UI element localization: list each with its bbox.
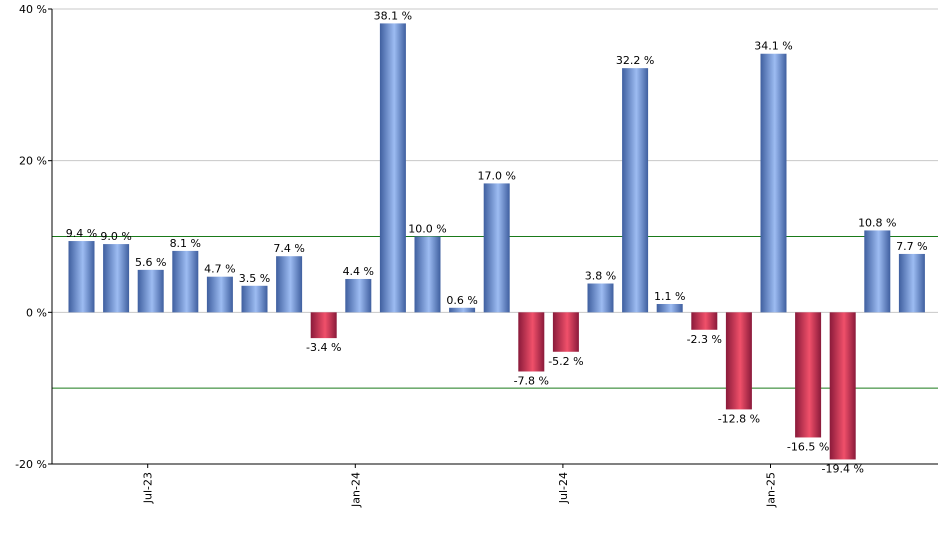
bar xyxy=(518,312,545,372)
bar xyxy=(864,230,891,313)
bar-value-label: -3.4 % xyxy=(306,341,341,354)
bar-labels: 9.4 % 9.0 % 5.6 % 8.1 %4.7 % 3.5 % 7.4 % -3.4 … xyxy=(66,9,928,475)
bar-value-label: 38.1 % xyxy=(374,9,412,22)
bar xyxy=(310,312,337,339)
bar-value-label: 3.5 % xyxy=(239,272,270,285)
bar-value-label: 7.7 % xyxy=(896,240,927,253)
bar xyxy=(725,312,752,410)
bar xyxy=(103,244,130,313)
bar-value-label: -12.8 % xyxy=(718,412,760,425)
y-tick-label: 20 % xyxy=(19,155,47,168)
bar-value-label: 0.6 % xyxy=(446,294,477,307)
bar-value-label: -19.4 % xyxy=(821,462,863,475)
bars xyxy=(68,23,925,460)
bar-value-label: 9.4 % xyxy=(66,227,97,240)
bar xyxy=(656,303,683,313)
x-tick-label: Jan-25 xyxy=(765,472,778,508)
bar-value-label: 4.4 % xyxy=(343,265,374,278)
bar-value-label: 34.1 % xyxy=(754,40,792,53)
x-tick-label: Jul-23 xyxy=(142,472,155,504)
x-tick-label: Jul-24 xyxy=(557,472,570,504)
bar xyxy=(691,312,718,330)
bar xyxy=(449,307,476,313)
bar-value-label: -7.8 % xyxy=(514,374,549,387)
bar xyxy=(622,68,649,313)
bar xyxy=(795,312,822,438)
y-tick-label: 40 % xyxy=(19,3,47,16)
bar xyxy=(552,312,579,352)
bar-value-label: -16.5 % xyxy=(787,440,829,453)
bar xyxy=(241,285,268,313)
y-tick-label: 0 % xyxy=(26,306,47,319)
bar-value-label: 8.1 % xyxy=(170,237,201,250)
bar-value-label: -2.3 % xyxy=(687,333,722,346)
bar-value-label: -5.2 % xyxy=(548,355,583,368)
axes: -20 % 0 % 20 % 40 % Jul-23 Jan-24 Jul-24 Jan-25 xyxy=(15,3,938,508)
bar xyxy=(587,283,614,313)
bar-value-label: 10.0 % xyxy=(408,223,446,236)
bar xyxy=(68,241,95,313)
bar xyxy=(276,256,303,313)
bar-value-label: 32.2 % xyxy=(616,54,654,67)
bar xyxy=(345,278,372,313)
bar-value-label: 4.7 % xyxy=(204,263,235,276)
bar xyxy=(898,253,925,313)
x-tick-label: Jan-24 xyxy=(349,472,362,508)
bar-value-label: 5.6 % xyxy=(135,256,166,269)
bar-value-label: 7.4 % xyxy=(273,242,304,255)
bar xyxy=(206,276,233,313)
bar-value-label: 9.0 % xyxy=(100,230,131,243)
bar xyxy=(379,23,406,313)
bar-value-label: 17.0 % xyxy=(477,169,515,182)
bar-value-label: 10.8 % xyxy=(858,216,896,229)
bar xyxy=(172,250,199,313)
y-tick-label: -20 % xyxy=(15,458,47,471)
bar-value-label: 3.8 % xyxy=(585,270,616,283)
bar xyxy=(414,236,441,313)
bar-value-label: 1.1 % xyxy=(654,290,685,303)
bar xyxy=(483,183,510,313)
bar xyxy=(829,312,856,460)
bar xyxy=(760,53,787,313)
bar xyxy=(137,269,164,313)
